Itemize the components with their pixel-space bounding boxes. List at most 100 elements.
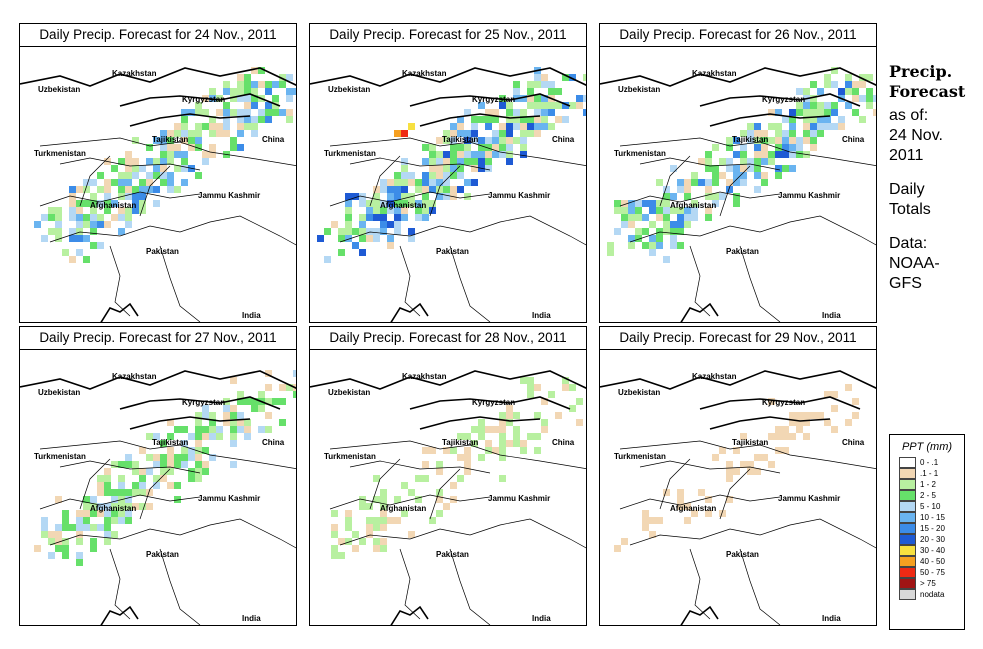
precip-cell	[789, 165, 796, 172]
precip-cell	[160, 179, 167, 186]
precip-cell	[450, 186, 457, 193]
precip-cell	[775, 433, 782, 440]
precip-cell	[387, 517, 394, 524]
precip-cell	[83, 221, 90, 228]
precip-cell	[104, 221, 111, 228]
precip-cell	[181, 137, 188, 144]
precip-cell	[471, 151, 478, 158]
precip-cell	[782, 137, 789, 144]
daily-totals-label: Daily Totals	[889, 181, 931, 218]
precip-cell	[471, 116, 478, 123]
as-of-date: as of: 24 Nov. 2011	[889, 107, 943, 164]
panel-title: Daily Precip. Forecast for 26 Nov., 2011	[600, 24, 876, 47]
precip-cell	[401, 207, 408, 214]
precip-cell	[387, 179, 394, 186]
precip-cell	[422, 214, 429, 221]
precip-cell	[286, 109, 293, 116]
precip-cell	[754, 186, 761, 193]
border-line	[39, 440, 296, 470]
precip-cell	[251, 123, 258, 130]
map-label-china: China	[552, 438, 575, 447]
border-line	[119, 93, 281, 107]
precip-cell	[345, 193, 352, 200]
precip-cell	[761, 158, 768, 165]
precip-cell	[450, 172, 457, 179]
map-label-jammu-kashmir: Jammu Kashmir	[778, 494, 840, 503]
map-label-turkmenistan: Turkmenistan	[614, 149, 666, 158]
border-line	[79, 155, 111, 207]
precip-cell	[97, 214, 104, 221]
precip-cell	[649, 517, 656, 524]
precip-cell	[83, 179, 90, 186]
precip-cell	[492, 151, 499, 158]
precip-cell	[513, 88, 520, 95]
precip-cell	[153, 433, 160, 440]
precip-cell	[174, 496, 181, 503]
border-line	[369, 155, 401, 207]
precip-cell	[492, 130, 499, 137]
precip-cell	[485, 165, 492, 172]
precip-cell	[677, 503, 684, 510]
precip-cell	[401, 214, 408, 221]
precip-cell	[796, 419, 803, 426]
precip-cell	[202, 461, 209, 468]
precip-cell	[352, 193, 359, 200]
panel-title: Daily Precip. Forecast for 27 Nov., 2011	[20, 327, 296, 350]
precip-cell	[754, 137, 761, 144]
precip-cell	[167, 447, 174, 454]
precip-cell	[684, 179, 691, 186]
precip-cell	[824, 102, 831, 109]
precip-cell	[41, 235, 48, 242]
precip-cell	[373, 193, 380, 200]
precip-cell	[485, 116, 492, 123]
precip-cell	[244, 102, 251, 109]
precip-cell	[838, 116, 845, 123]
precip-cell	[541, 102, 548, 109]
forecast-panel-2: Daily Precip. Forecast for 25 Nov., 2011…	[309, 23, 587, 323]
precip-cell	[380, 496, 387, 503]
map-label-jammu-kashmir: Jammu Kashmir	[778, 191, 840, 200]
precip-cell	[457, 130, 464, 137]
precip-cell	[258, 67, 265, 74]
precip-cell	[76, 207, 83, 214]
precip-cell	[712, 172, 719, 179]
precip-cell	[202, 158, 209, 165]
precip-cell	[583, 74, 586, 81]
precip-cell	[118, 517, 125, 524]
precip-cell	[415, 207, 422, 214]
precip-cell	[125, 517, 132, 524]
precip-cell	[146, 179, 153, 186]
precip-cell	[684, 186, 691, 193]
precip-map: Kazakhstan Uzbekistan Kyrgyzstan Tajikistan…	[310, 67, 586, 322]
precip-cell	[649, 235, 656, 242]
precip-cell	[118, 503, 125, 510]
precip-cell	[331, 524, 338, 531]
precip-cell	[705, 151, 712, 158]
precip-cell	[139, 165, 146, 172]
precip-cell	[824, 419, 831, 426]
precip-cell	[97, 524, 104, 531]
precip-cell	[663, 200, 670, 207]
precip-cell	[195, 109, 202, 116]
border-line	[409, 396, 571, 410]
map-label-kazakhstan: Kazakhstan	[112, 372, 157, 381]
precip-cell	[394, 193, 401, 200]
precip-cell	[485, 151, 492, 158]
precip-cell	[331, 545, 338, 552]
precip-cell	[195, 172, 202, 179]
border-line	[629, 215, 876, 246]
precip-cell	[230, 109, 237, 116]
precip-cell	[48, 214, 55, 221]
precip-cell	[782, 447, 789, 454]
border-line	[429, 468, 461, 520]
precip-cell	[464, 447, 471, 454]
border-line	[419, 113, 541, 127]
precip-cell	[345, 228, 352, 235]
legend-swatch	[899, 490, 916, 501]
precip-cell	[55, 531, 62, 538]
precip-cell	[90, 545, 97, 552]
precip-cell	[104, 468, 111, 475]
precip-cell	[132, 172, 139, 179]
precip-cell	[712, 200, 719, 207]
precip-cell	[153, 158, 160, 165]
